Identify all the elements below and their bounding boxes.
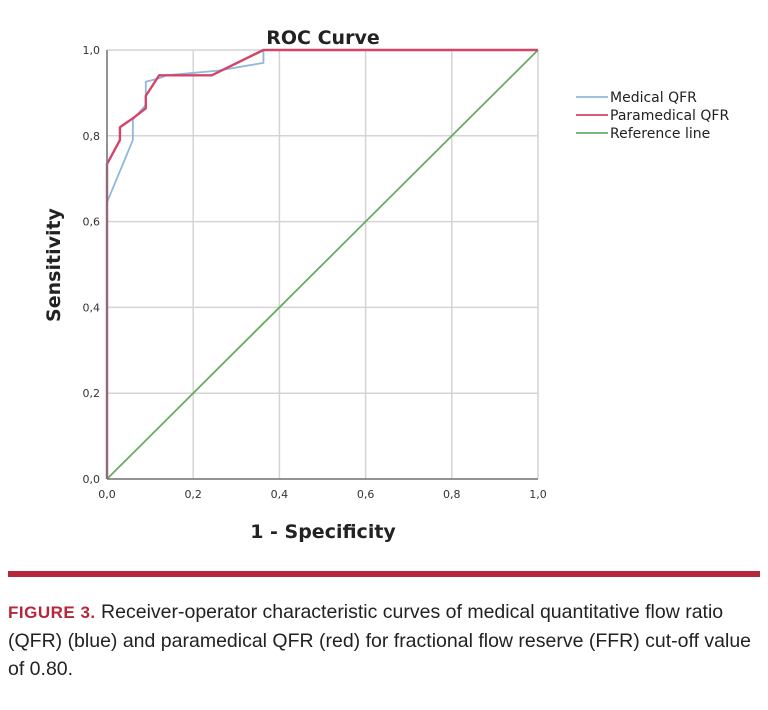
x-tick-label: 1,0 <box>529 488 547 501</box>
series-line-medical-qfr <box>106 49 538 479</box>
y-tick-label: 1,0 <box>83 44 101 57</box>
series-lines <box>105 48 539 480</box>
y-tick-label: 0,8 <box>83 130 101 143</box>
divider <box>8 571 760 577</box>
axes: 0,0 0,0 0,2 0,2 0,4 0,4 0,6 0,6 0,8 0,8 1,0 1,0 <box>83 44 547 501</box>
series-line-reference-line <box>106 49 539 480</box>
series-line-paramedical-qfr <box>105 48 538 479</box>
x-tick-label: 0,8 <box>443 488 461 501</box>
x-tick-label: 0,0 <box>98 488 116 501</box>
x-axis-label: 1 - Specificity <box>250 521 396 543</box>
x-tick-label: 0,4 <box>271 488 289 501</box>
y-axis-label: Sensitivity <box>43 207 65 321</box>
chart-title: ROC Curve <box>266 27 379 49</box>
legend: Medical QFR Paramedical QFR Reference line <box>576 90 729 142</box>
caption-text: Receiver-operator characteristic curves … <box>8 601 752 680</box>
legend-label: Medical QFR <box>610 90 697 106</box>
roc-chart: 0,0 0,0 0,2 0,2 0,4 0,4 0,6 0,6 0,8 0,8 1,0 1,0 ROC… <box>43 27 729 543</box>
figure-caption: FIGURE 3. Receiver-operator characterist… <box>8 598 763 683</box>
y-tick-label: 0,6 <box>83 216 101 229</box>
y-tick-label: 0,2 <box>83 387 101 400</box>
x-tick-label: 0,2 <box>184 488 202 501</box>
legend-label: Paramedical QFR <box>610 108 729 124</box>
y-tick-label: 0,0 <box>83 473 101 486</box>
figure-label: FIGURE 3. <box>8 603 96 622</box>
y-tick-label: 0,4 <box>83 301 101 314</box>
x-tick-label: 0,6 <box>357 488 375 501</box>
legend-label: Reference line <box>610 126 710 142</box>
